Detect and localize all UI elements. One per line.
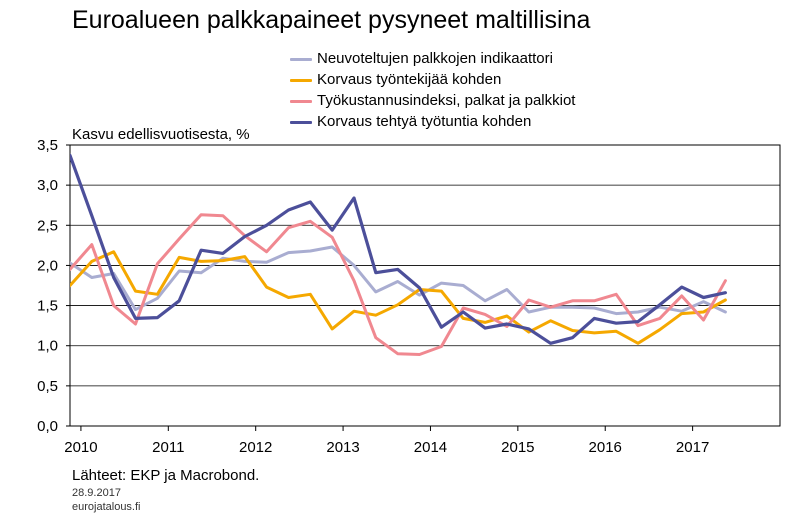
y-tick-label: 2,5 bbox=[37, 217, 58, 234]
x-tick-label: 2013 bbox=[326, 439, 359, 456]
x-tick-label: 2016 bbox=[589, 439, 622, 456]
y-axis-label: Kasvu edellisvuotisesta, % bbox=[72, 126, 250, 143]
series-line-2 bbox=[70, 250, 727, 345]
y-tick-label: 0,5 bbox=[37, 378, 58, 395]
series-line-1 bbox=[70, 245, 727, 316]
x-tick-label: 2017 bbox=[676, 439, 709, 456]
x-tick-label: 2010 bbox=[64, 439, 97, 456]
y-tick-label: 3,5 bbox=[37, 137, 58, 154]
y-tick-label: 2,0 bbox=[37, 257, 58, 274]
legend-label: Työkustannusindeksi, palkat ja palkkiot bbox=[317, 92, 576, 109]
legend-label: Korvaus työntekijää kohden bbox=[317, 71, 502, 88]
legend-swatch bbox=[290, 100, 312, 103]
publish-date: 28.9.2017 bbox=[72, 487, 121, 499]
legend-label: Neuvoteltujen palkkojen indikaattori bbox=[317, 50, 553, 67]
legend-swatch bbox=[290, 58, 312, 61]
series-line-4 bbox=[70, 153, 728, 345]
site-name: eurojatalous.fi bbox=[72, 501, 141, 513]
plot-frame bbox=[69, 144, 781, 427]
legend-swatch bbox=[290, 79, 312, 82]
y-tick-label: 0,0 bbox=[37, 418, 58, 435]
series-line-3 bbox=[70, 213, 727, 356]
source-note: Lähteet: EKP ja Macrobond. bbox=[72, 467, 260, 484]
x-tick-label: 2012 bbox=[239, 439, 272, 456]
x-tick-label: 2014 bbox=[414, 439, 447, 456]
y-tick-label: 1,0 bbox=[37, 338, 58, 355]
legend-label: Korvaus tehtyä työtuntia kohden bbox=[317, 113, 532, 130]
x-tick-label: 2015 bbox=[501, 439, 534, 456]
y-tick-label: 3,0 bbox=[37, 177, 58, 194]
x-tick-label: 2011 bbox=[152, 439, 184, 456]
y-tick-label: 1,5 bbox=[37, 298, 58, 315]
chart-title: Euroalueen palkkapaineet pysyneet maltil… bbox=[72, 6, 591, 34]
legend-swatch bbox=[290, 121, 312, 124]
